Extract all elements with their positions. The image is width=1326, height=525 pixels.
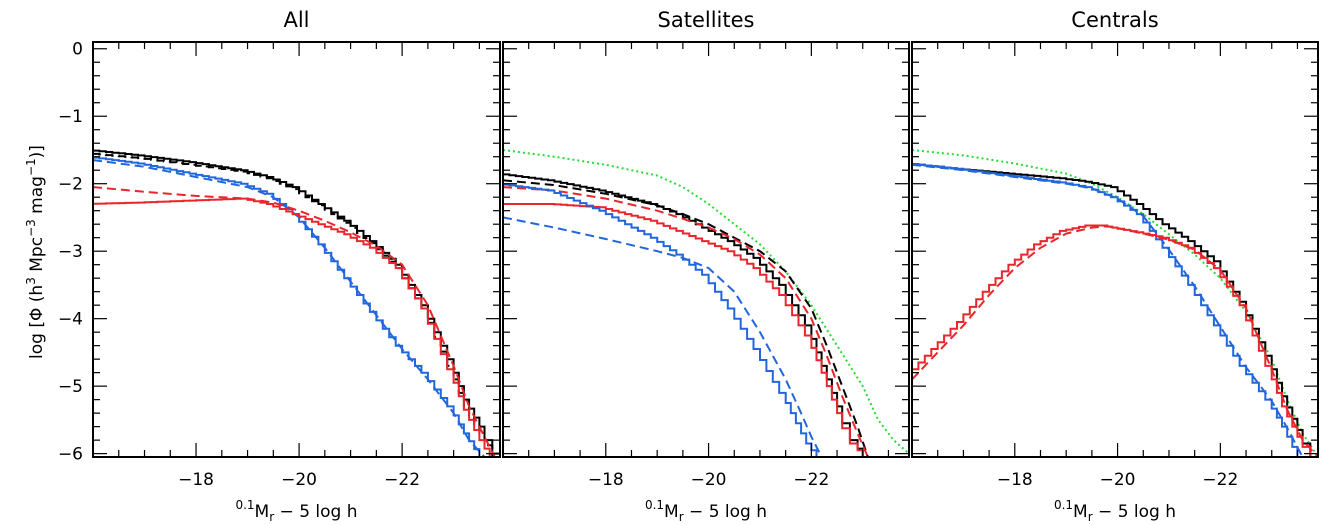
- series-black-dashed: [503, 179, 869, 457]
- y-tick-label: −4: [58, 310, 83, 330]
- y-tick-label: −2: [58, 175, 83, 195]
- panel-satellites: −18 −20 −22 Satellites 0.1Mr − 5 log h: [502, 8, 910, 524]
- series-blue-dashed: [93, 159, 486, 457]
- series-red-solid: [912, 224, 1318, 457]
- series-black-solid: [912, 163, 1318, 457]
- x-tick-label: −18: [997, 470, 1033, 490]
- x-tick-label: −18: [588, 470, 624, 490]
- panel-title: Satellites: [658, 8, 755, 32]
- panel-title: Centrals: [1071, 8, 1158, 32]
- y-tick-label: −3: [58, 242, 83, 262]
- y-tick-label: 0: [72, 40, 83, 60]
- series-group: [912, 149, 1318, 457]
- y-axis-label: log [Φ (h3 Mpc−3 mag−1)]: [24, 145, 47, 359]
- series-green-dotted: [503, 149, 909, 455]
- series-red-dashed: [93, 186, 496, 457]
- series-group: [93, 149, 500, 457]
- x-tick-label: −22: [793, 470, 829, 490]
- panel-all: −18 −20 −22 0 −1 −2 −3 −4 −5 −6 All 0.1Mr − 5 log h: [58, 8, 501, 524]
- y-tick-label: −6: [58, 445, 83, 465]
- series-blue-dashed: [503, 216, 823, 457]
- plot-frame: [92, 41, 501, 458]
- x-tick-label: −20: [1100, 470, 1136, 490]
- series-red-solid: [503, 203, 868, 457]
- x-tick-label: −20: [281, 470, 317, 490]
- x-tick-label: −18: [178, 470, 214, 490]
- plot-frame: [502, 41, 910, 458]
- series-blue-solid: [503, 183, 822, 457]
- x-axis-label: 0.1Mr − 5 log h: [235, 498, 357, 524]
- x-tick-label: −22: [1202, 470, 1238, 490]
- series-green-dotted: [912, 149, 1318, 457]
- x-tick-label: −20: [691, 470, 727, 490]
- x-axis-label: 0.1Mr − 5 log h: [1054, 498, 1176, 524]
- x-axis-label: 0.1Mr − 5 log h: [645, 498, 767, 524]
- series-group: [503, 149, 909, 457]
- y-tick-label: −5: [58, 377, 83, 397]
- series-red-solid: [93, 197, 495, 457]
- series-red-dashed: [912, 225, 1318, 457]
- panel-centrals: −18 −20 −22 Centrals 0.1Mr − 5 log h: [911, 8, 1319, 524]
- series-blue-dashed: [912, 163, 1304, 457]
- x-tick-label: −22: [384, 470, 420, 490]
- series-red-dashed: [503, 186, 869, 457]
- series-black-dashed: [93, 152, 500, 457]
- panel-title: All: [283, 8, 309, 32]
- y-tick-label: −1: [58, 107, 83, 127]
- series-black-solid: [93, 149, 500, 455]
- plot-frame: [911, 41, 1319, 458]
